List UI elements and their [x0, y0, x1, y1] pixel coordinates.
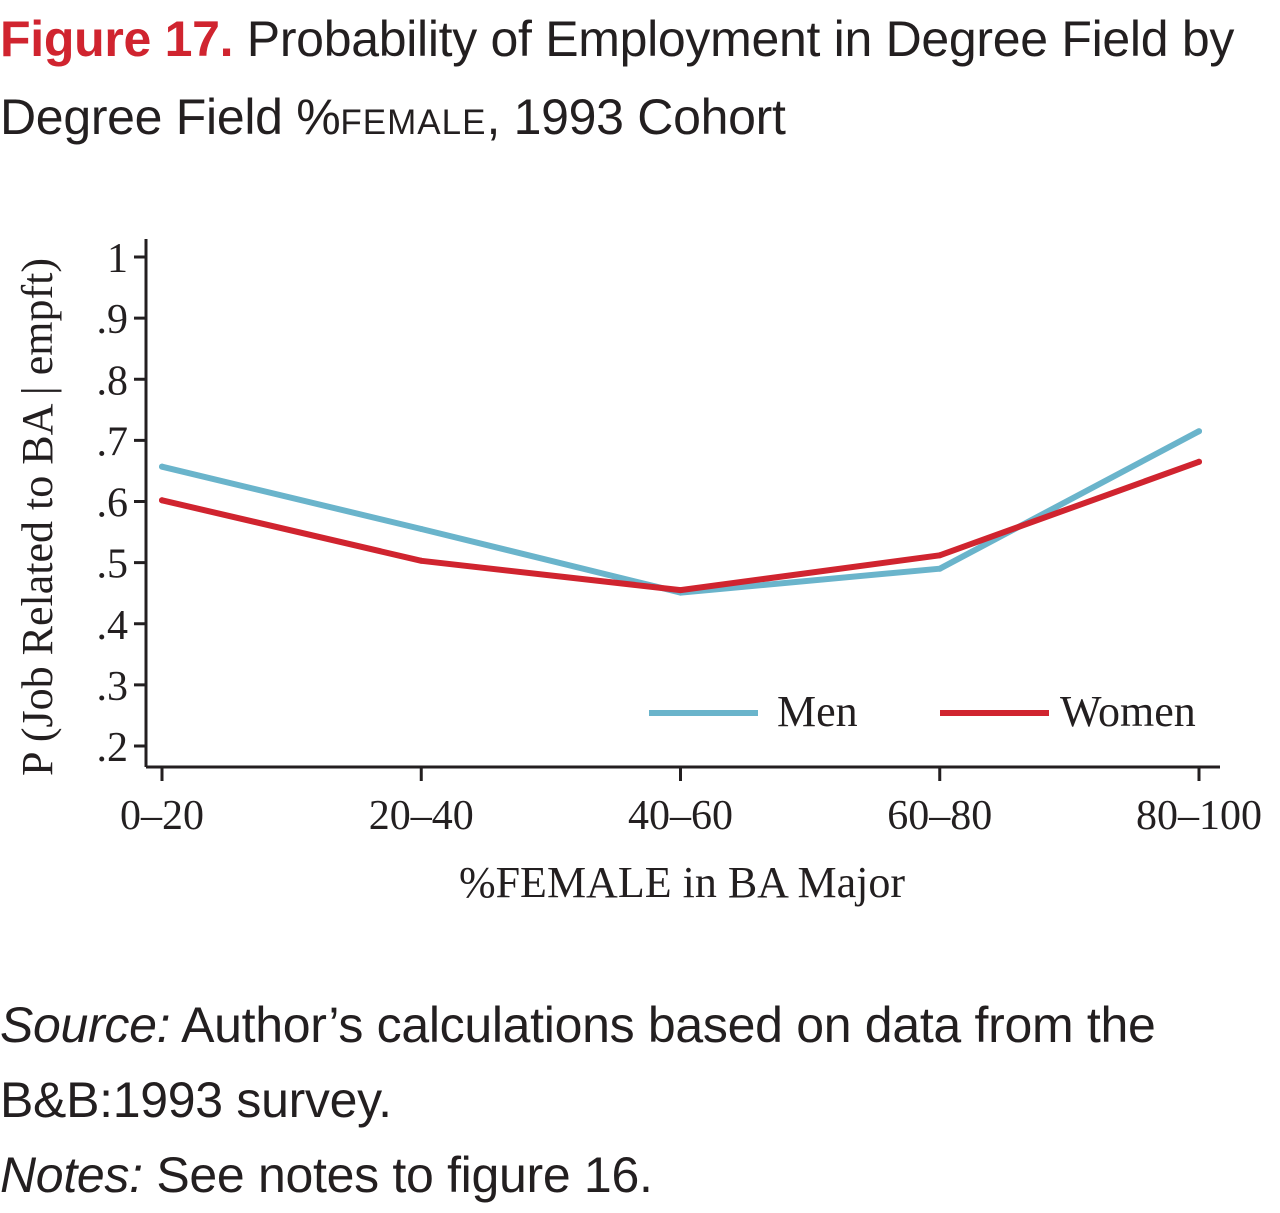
figure-title: Figure 17. Probability of Employment in …: [0, 0, 1275, 156]
y-tick-label: .6: [97, 481, 129, 527]
figure-footer: Source: Author’s calculations based on d…: [0, 988, 1275, 1213]
legend-label-men: Men: [777, 687, 858, 736]
data-point-men: [936, 565, 943, 572]
notes-line: Notes: See notes to figure 16.: [0, 1138, 1275, 1213]
legend-label-women: Women: [1060, 687, 1196, 736]
x-tick-label: 80–100: [1136, 793, 1262, 839]
series-line-men: [159, 428, 1202, 596]
y-tick-label: .8: [97, 358, 129, 404]
x-axis-label: %FEMALE in BA Major: [459, 858, 905, 907]
y-axis-label: P (Job Related to BA | empft): [13, 258, 62, 776]
source-note: Source: Author’s calculations based on d…: [0, 988, 1275, 1138]
data-point-women: [936, 552, 943, 559]
y-tick-label: .3: [97, 664, 129, 710]
data-point-men: [418, 526, 425, 533]
data-point-men: [159, 463, 165, 470]
figure-label: Figure 17.: [0, 11, 234, 67]
figure-title-text: Probability of Employment in Degree Fiel…: [0, 11, 1235, 145]
source-label: Source:: [0, 997, 171, 1053]
x-tick-label: 60–80: [887, 793, 992, 839]
notes-label: Notes:: [0, 1147, 143, 1203]
figure-title-suffix: , 1993 Cohort: [486, 89, 786, 145]
x-tick-label: 40–60: [628, 793, 733, 839]
chart-legend: Men Women: [649, 687, 1196, 736]
y-tick-label: 1: [107, 236, 128, 282]
source-text: Author’s calculations based on data from…: [0, 997, 1156, 1128]
data-point-women: [418, 557, 425, 564]
x-tick-label: 0–20: [120, 793, 204, 839]
y-tick-label: .9: [97, 297, 129, 343]
y-tick-label: .5: [97, 542, 129, 588]
x-tick-label: 20–40: [369, 793, 474, 839]
y-tick-label: .4: [97, 603, 129, 649]
data-point-men: [1196, 428, 1202, 435]
data-point-women: [159, 497, 165, 504]
data-point-women: [1196, 458, 1202, 465]
chart-series: [159, 428, 1202, 596]
notes-text: See notes to figure 16.: [156, 1147, 653, 1203]
data-point-women: [677, 587, 684, 594]
chart-axes: .2 .3 .4 .5 .6 .7 .8 .9 1 0–20 20–40 40–60 60–80 80–1…: [97, 236, 1263, 839]
series-line-women: [159, 458, 1202, 594]
y-tick-label: .7: [97, 419, 129, 465]
figure-title-smallcaps: female: [340, 89, 487, 145]
y-tick-label: .2: [97, 725, 129, 771]
line-chart: .2 .3 .4 .5 .6 .7 .8 .9 1 0–20 20–40 40–60 60–80 80–1…: [13, 236, 1263, 907]
